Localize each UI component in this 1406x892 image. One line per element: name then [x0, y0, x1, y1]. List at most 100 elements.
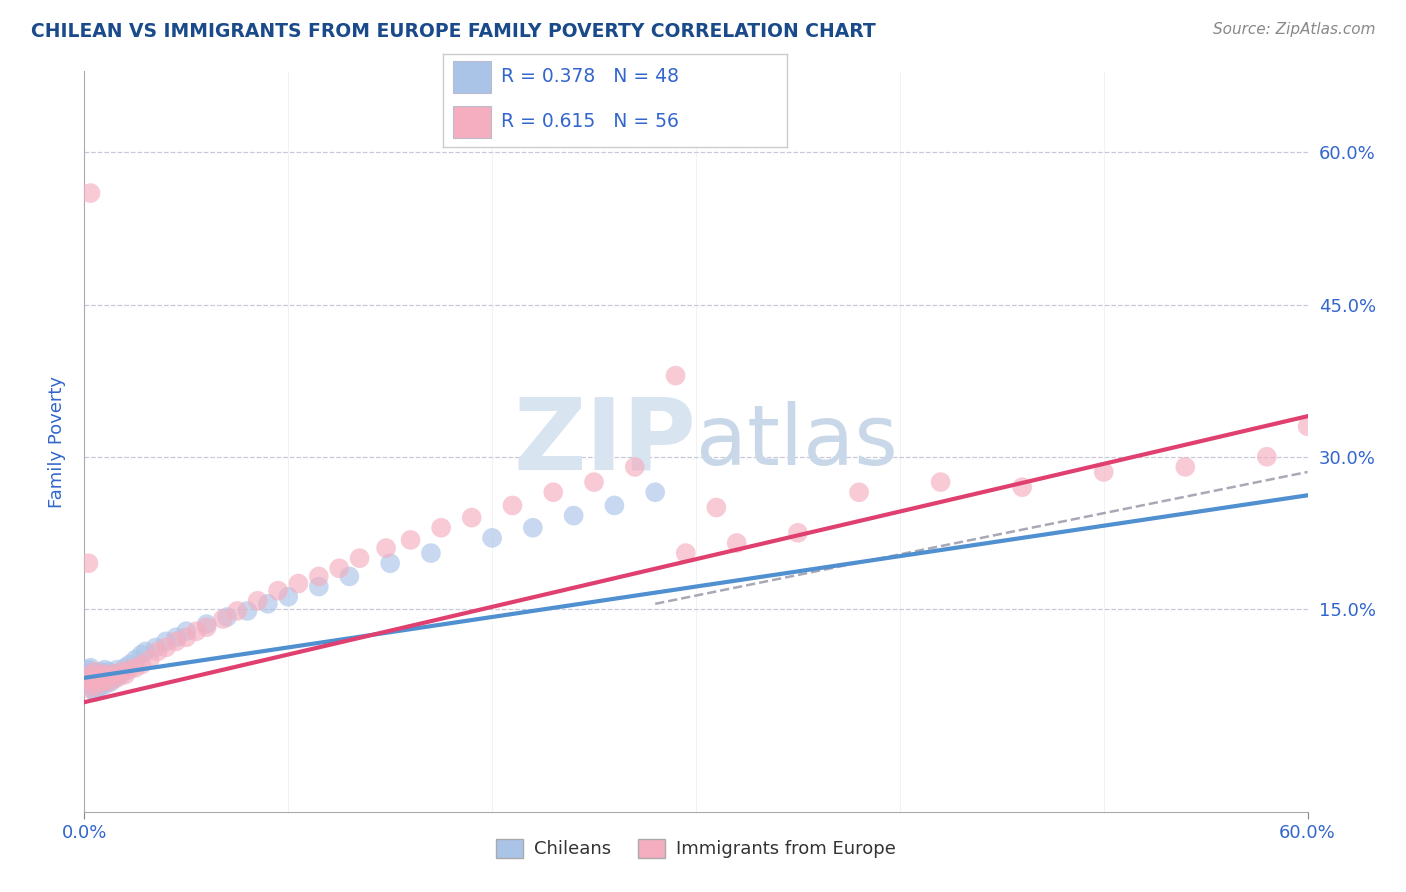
Point	[124, 661, 146, 675]
Point	[1296, 419, 1319, 434]
Point	[77, 556, 100, 570]
Point	[308, 580, 330, 594]
Y-axis label: Family Poverty: Family Poverty	[48, 376, 66, 508]
Point	[118, 663, 141, 677]
Point	[97, 665, 120, 679]
Point	[135, 644, 157, 658]
Point	[848, 485, 870, 500]
Point	[79, 186, 101, 200]
Point	[145, 640, 167, 655]
Point	[155, 640, 177, 655]
Point	[1256, 450, 1278, 464]
Point	[104, 671, 127, 685]
Point	[420, 546, 443, 560]
Point	[79, 673, 101, 687]
Point	[461, 510, 484, 524]
Point	[79, 661, 101, 675]
Point	[339, 569, 361, 583]
Point	[583, 475, 606, 489]
Point	[349, 551, 371, 566]
Point	[1174, 459, 1197, 474]
Legend: Chileans, Immigrants from Europe: Chileans, Immigrants from Europe	[489, 831, 903, 865]
Point	[105, 671, 128, 685]
Point	[644, 485, 666, 500]
Point	[75, 668, 97, 682]
Point	[93, 663, 115, 677]
Point	[665, 368, 688, 383]
Point	[165, 630, 187, 644]
Text: R = 0.378   N = 48: R = 0.378 N = 48	[502, 68, 679, 87]
Point	[83, 665, 105, 679]
Text: atlas: atlas	[696, 401, 897, 482]
Point	[1011, 480, 1033, 494]
Point	[93, 673, 115, 687]
Bar	[453, 61, 491, 93]
Point	[522, 521, 544, 535]
Point	[165, 634, 187, 648]
Point	[1092, 465, 1115, 479]
Point	[257, 597, 280, 611]
Point	[87, 668, 110, 682]
Point	[267, 583, 290, 598]
Point	[93, 678, 115, 692]
Point	[543, 485, 565, 500]
Point	[706, 500, 728, 515]
Point	[399, 533, 422, 547]
Point	[246, 594, 269, 608]
Point	[91, 666, 114, 681]
Point	[82, 674, 104, 689]
Point	[83, 685, 105, 699]
Point	[118, 657, 141, 672]
Point	[186, 624, 208, 639]
Point	[79, 668, 101, 682]
Text: R = 0.615   N = 56: R = 0.615 N = 56	[502, 112, 679, 131]
Point	[110, 668, 132, 682]
Point	[146, 644, 169, 658]
Point	[114, 668, 136, 682]
Point	[787, 525, 810, 540]
Point	[155, 634, 177, 648]
Point	[82, 665, 104, 679]
Point	[624, 459, 647, 474]
Point	[87, 671, 110, 685]
Point	[124, 652, 146, 666]
Point	[138, 652, 160, 666]
Point	[131, 648, 153, 662]
Point	[90, 673, 112, 687]
Point	[328, 561, 350, 575]
Point	[77, 681, 100, 695]
Point	[481, 531, 503, 545]
Point	[308, 569, 330, 583]
Bar	[453, 106, 491, 138]
Point	[603, 499, 626, 513]
Point	[277, 590, 299, 604]
Point	[430, 521, 453, 535]
Point	[90, 665, 112, 679]
Point	[91, 677, 114, 691]
Point	[195, 617, 218, 632]
Point	[101, 668, 124, 682]
Point	[675, 546, 697, 560]
Text: CHILEAN VS IMMIGRANTS FROM EUROPE FAMILY POVERTY CORRELATION CHART: CHILEAN VS IMMIGRANTS FROM EUROPE FAMILY…	[31, 22, 876, 41]
Point	[236, 604, 259, 618]
Point	[83, 671, 105, 685]
Point	[96, 671, 118, 685]
Point	[562, 508, 585, 523]
Point	[105, 663, 128, 677]
Point	[375, 541, 398, 555]
Point	[87, 681, 110, 695]
Point	[114, 661, 136, 675]
Point	[174, 624, 197, 639]
Point	[217, 610, 239, 624]
Text: Source: ZipAtlas.com: Source: ZipAtlas.com	[1212, 22, 1375, 37]
Point	[77, 663, 100, 677]
Point	[86, 674, 108, 689]
Point	[96, 669, 118, 683]
Point	[110, 665, 132, 679]
Point	[101, 666, 124, 681]
Point	[212, 612, 235, 626]
Point	[83, 683, 105, 698]
Point	[226, 604, 249, 618]
Point	[502, 499, 524, 513]
Point	[287, 576, 309, 591]
